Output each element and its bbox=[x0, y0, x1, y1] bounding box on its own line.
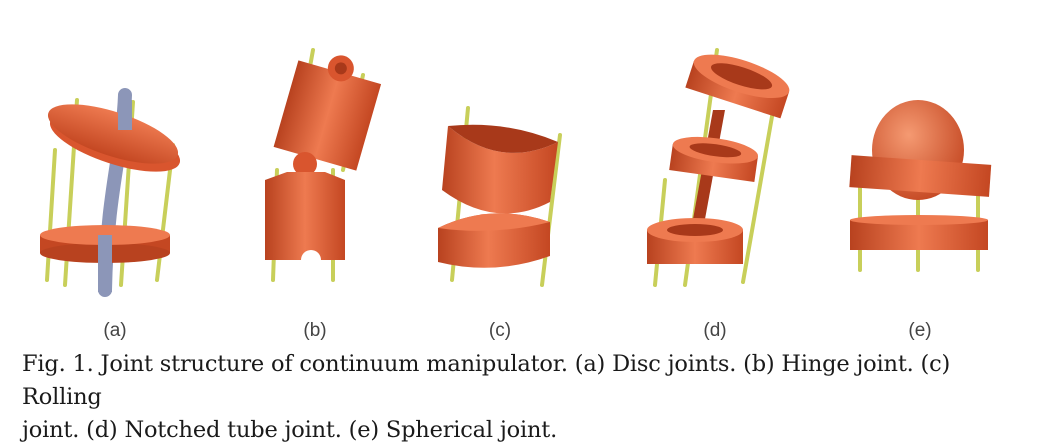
caption-line-2: joint. (d) Notched tube joint. (e) Spher… bbox=[22, 417, 558, 443]
panel-disc-joint: (a) bbox=[25, 30, 205, 341]
panel-hinge-joint: (b) bbox=[225, 30, 405, 341]
hinge-joint-drawing bbox=[265, 48, 382, 282]
rolling-joint-drawing bbox=[438, 106, 562, 287]
disc-joint-drawing bbox=[40, 88, 181, 297]
panel-label-e: (e) bbox=[908, 320, 932, 341]
panel-label-c: (c) bbox=[488, 320, 512, 341]
panel-label-a: (a) bbox=[103, 320, 127, 341]
notched-tube-joint-drawing bbox=[647, 48, 790, 287]
spherical-joint-drawing bbox=[849, 100, 992, 272]
panel-rolling-joint: (c) bbox=[410, 30, 590, 341]
panel-notched-tube-joint: (d) bbox=[625, 30, 805, 341]
panel-label-d: (d) bbox=[703, 320, 727, 341]
panel-label-b: (b) bbox=[303, 320, 327, 341]
caption-line-1: Fig. 1. Joint structure of continuum man… bbox=[22, 351, 951, 410]
figure: (a) bbox=[25, 30, 1010, 341]
figure-caption: Fig. 1. Joint structure of continuum man… bbox=[22, 348, 1027, 447]
panel-spherical-joint: (e) bbox=[830, 30, 1010, 341]
